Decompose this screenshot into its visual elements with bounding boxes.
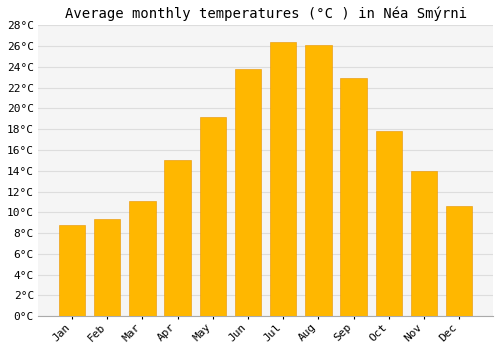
Bar	[270, 42, 296, 316]
Bar	[376, 131, 402, 316]
Bar	[59, 225, 85, 316]
Bar	[411, 171, 437, 316]
Bar	[94, 218, 120, 316]
Bar	[446, 206, 472, 316]
Bar	[340, 78, 367, 316]
Bar	[164, 160, 191, 316]
Bar	[235, 69, 261, 316]
Bar	[305, 45, 332, 316]
Title: Average monthly temperatures (°C ) in Néa Smýrni: Average monthly temperatures (°C ) in Né…	[64, 7, 466, 21]
Bar	[200, 117, 226, 316]
Bar	[129, 201, 156, 316]
